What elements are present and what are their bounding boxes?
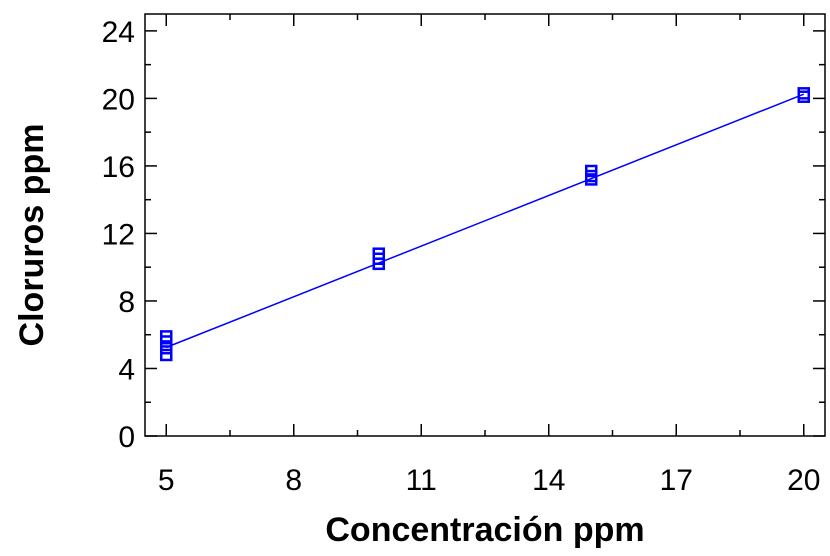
- data-point: [160, 348, 173, 362]
- x-tick-label: 11: [406, 464, 437, 497]
- x-tick-label: 5: [158, 464, 175, 497]
- y-tick-label: 24: [102, 16, 135, 49]
- y-axis-title: Cloruros ppm: [13, 124, 51, 347]
- x-tick-label: 14: [532, 464, 565, 497]
- data-point: [797, 87, 810, 100]
- x-tick-label: 17: [660, 464, 693, 497]
- axis-ticks: [145, 14, 825, 437]
- y-tick-label: 20: [102, 83, 135, 116]
- data-points: [160, 87, 810, 362]
- axis-tick-labels: 0 4 8 12 16 20 24 5 8 11 14 17 20: [102, 16, 821, 497]
- y-tick-label: 12: [102, 218, 135, 251]
- y-tick-label: 16: [102, 151, 135, 184]
- data-point: [585, 164, 598, 178]
- x-tick-label: 8: [285, 464, 302, 497]
- y-tick-label: 4: [118, 353, 135, 386]
- y-tick-label: 8: [118, 286, 135, 319]
- x-tick-label: 20: [787, 464, 820, 497]
- data-point: [160, 330, 173, 343]
- data-point: [797, 90, 810, 103]
- data-point: [160, 341, 173, 355]
- data-point: [372, 247, 385, 260]
- regression-line: [165, 93, 805, 349]
- x-axis-title: Concentración ppm: [325, 511, 644, 549]
- plot-frame: [144, 13, 826, 437]
- y-tick-label: 0: [118, 421, 135, 454]
